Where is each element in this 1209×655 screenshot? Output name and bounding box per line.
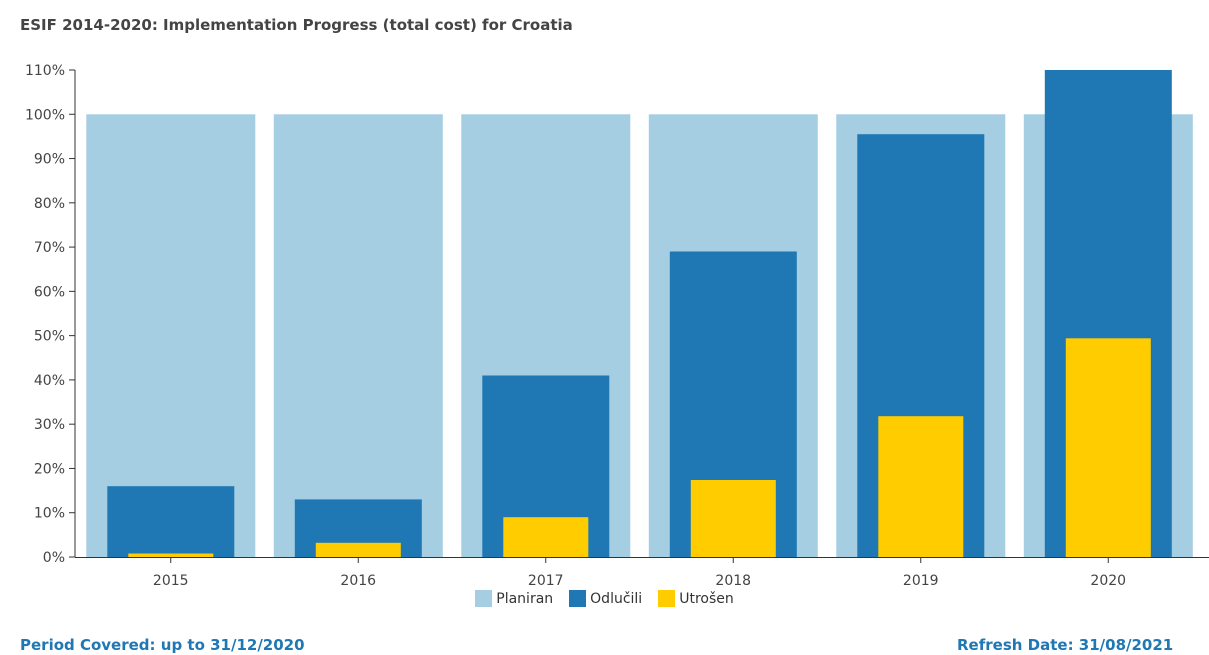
y-tick-label-90: 90% [34,152,65,168]
y-tick-label-10: 10% [34,506,65,522]
y-tick-label-70: 70% [34,240,65,256]
legend-item-planiran[interactable]: Planiran [475,590,553,607]
bar-odluili-2015[interactable] [107,486,235,557]
refresh-date: Refresh Date: 31/08/2021 [957,636,1174,654]
bar-planiran-2016[interactable] [273,114,443,558]
y-tick-label-0: 0% [43,550,65,566]
chart-legend: Planiran Odlučili Utrošen [0,590,1209,607]
y-tick-label-100: 100% [25,107,65,123]
x-tick-label-2019: 2019 [903,573,939,589]
x-tick-label-2016: 2016 [340,573,376,589]
y-tick-label-50: 50% [34,329,65,345]
y-tick-label-40: 40% [34,373,65,389]
bar-utroen-2018[interactable] [690,480,776,557]
bar-utroen-2019[interactable] [878,416,964,557]
bar-utroen-2017[interactable] [503,517,589,557]
chart-title: ESIF 2014-2020: Implementation Progress … [20,16,573,34]
x-tick-label-2015: 2015 [153,573,189,589]
y-tick-label-60: 60% [34,284,65,300]
legend-swatch-odlucili [569,590,587,607]
period-covered: Period Covered: up to 31/12/2020 [20,636,305,654]
y-tick-label-80: 80% [34,196,65,212]
legend-item-utrosen[interactable]: Utrošen [658,590,734,607]
legend-swatch-utrosen [658,590,676,607]
x-tick-label-2017: 2017 [528,573,564,589]
legend-label-planiran: Planiran [496,590,554,607]
legend-item-odlucili[interactable]: Odlučili [569,590,642,607]
y-tick-label-20: 20% [34,461,65,477]
legend-swatch-planiran [475,590,493,607]
bar-utroen-2016[interactable] [315,542,401,557]
bar-utroen-2015[interactable] [128,553,214,558]
bar-planiran-2015[interactable] [86,114,256,558]
bar-utroen-2020[interactable] [1065,338,1151,557]
legend-label-odlucili: Odlučili [590,590,643,607]
legend-label-utrosen: Utrošen [679,590,734,607]
x-tick-label-2018: 2018 [715,573,751,589]
x-tick-label-2020: 2020 [1090,573,1126,589]
y-tick-label-110: 110% [25,63,65,79]
y-tick-label-30: 30% [34,417,65,433]
